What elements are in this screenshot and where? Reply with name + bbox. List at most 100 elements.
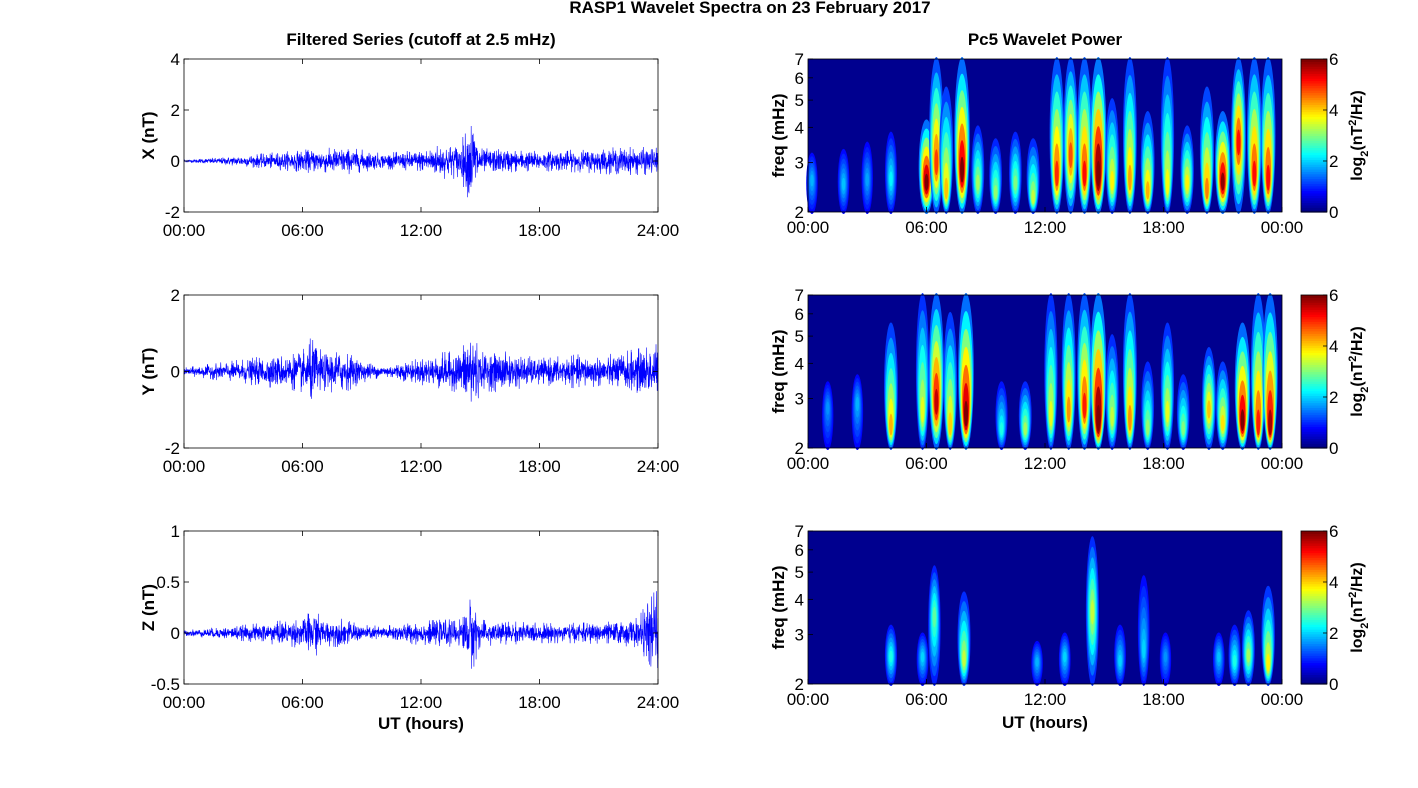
colorbar-step [1301, 333, 1327, 337]
figure-title: RASP1 Wavelet Spectra on 23 February 201… [569, 0, 930, 17]
x-wavelet-burst-level [1068, 142, 1073, 169]
x-wavelet-burst-level [1013, 175, 1018, 191]
colorbar-step [1301, 118, 1327, 122]
y-wavelet-burst-level [1128, 405, 1132, 431]
z-wavelet-ylabel: freq (mHz) [769, 565, 788, 649]
y-wavelet-xtick-label: 12:00 [1024, 454, 1067, 473]
y-wavelet-burst [1090, 293, 1107, 450]
colorbar-step [1301, 149, 1327, 153]
z-wavelet-burst [1085, 536, 1099, 686]
y-wavelet-burst-level [1023, 422, 1028, 436]
x-wavelet-burst [971, 125, 985, 214]
x-wavelet-ytick-label: 7 [795, 50, 804, 69]
colorbar-step [1301, 419, 1327, 423]
x-wavelet-burst-level [1054, 160, 1059, 187]
y-series-xtick-label: 24:00 [637, 457, 680, 476]
z-wavelet-burst [928, 565, 941, 686]
z-series-frame [183, 530, 659, 685]
colorbar-step [1301, 61, 1327, 65]
x-wavelet-burst [1090, 57, 1107, 214]
colorbar-step [1301, 159, 1327, 163]
colorbar-step [1301, 436, 1327, 440]
colorbar-step [1301, 178, 1327, 182]
x-wavelet-burst [1026, 138, 1040, 214]
colorbar-step [1301, 378, 1327, 382]
colorbar-step [1301, 602, 1327, 606]
x-wavelet-burst [1247, 57, 1262, 214]
colorbar-step [1301, 540, 1327, 544]
colorbar-step [1301, 354, 1327, 358]
colorbar-label-part: 2 [1347, 592, 1359, 598]
colorbar-step [1301, 664, 1327, 668]
x-wavelet-burst-level [976, 174, 980, 191]
z-wavelet-burst [916, 632, 929, 686]
colorbar-step [1301, 113, 1327, 117]
colorbar-step [1301, 340, 1327, 344]
z-wavelet-burst [1212, 632, 1225, 686]
x-wavelet-burst [837, 148, 850, 214]
colorbar-step [1301, 295, 1327, 298]
x-wavelet-burst [989, 138, 1002, 214]
x-wavelet-burst [1260, 57, 1276, 214]
x-series-frame [183, 58, 659, 213]
z-wavelet-burst [1031, 640, 1043, 686]
x-wavelet-burst [1160, 57, 1175, 214]
colorbar-step [1301, 147, 1327, 151]
z-wavelet-burst-level [1090, 599, 1095, 625]
colorbar-tick-label: 2 [1329, 388, 1338, 407]
x-wavelet-burst-level [1165, 169, 1170, 195]
colorbar-step [1301, 538, 1327, 542]
z-wavelet-burst-level [1163, 651, 1168, 663]
colorbar-step [1301, 624, 1327, 628]
y-wavelet-ylabel: freq (mHz) [769, 329, 788, 413]
x-wavelet-burst-level [1128, 164, 1132, 191]
x-wavelet-burst-level [993, 185, 998, 200]
y-series-trace [183, 338, 659, 402]
colorbar-step [1301, 409, 1327, 413]
y-wavelet-burst-level [948, 412, 953, 436]
colorbar-step [1301, 133, 1327, 137]
x-wavelet-ytick-label: 3 [795, 153, 804, 172]
colorbar-tick-label: 4 [1329, 337, 1338, 356]
colorbar-step [1301, 393, 1327, 397]
z-series-xtick-label: 00:00 [163, 693, 206, 712]
colorbar-step [1301, 171, 1327, 175]
colorbar-step [1301, 535, 1327, 539]
colorbar-label-part: /Hz) [1349, 326, 1366, 355]
colorbar-step [1301, 645, 1327, 649]
colorbar-step [1301, 328, 1327, 332]
z-wavelet-burst [1159, 632, 1172, 686]
y-wavelet-burst-level [1165, 400, 1170, 423]
x-series-panel: 4 2 0 -200:00 06:00 12:00 18:00 24:00 X (nT) [139, 50, 679, 240]
colorbar-step [1301, 87, 1327, 91]
colorbar-step [1301, 400, 1327, 404]
colorbar-step [1301, 648, 1327, 652]
colorbar-step [1301, 123, 1327, 127]
colorbar-step [1301, 369, 1327, 373]
z-wavelet-burst-level [1217, 651, 1221, 663]
colorbar-step [1301, 564, 1327, 568]
x-wavelet-burst-level [1096, 160, 1101, 187]
x-series-xtick-label: 12:00 [400, 221, 443, 240]
x-wavelet-ylabel: freq (mHz) [769, 93, 788, 177]
x-wavelet-burst [1215, 110, 1231, 214]
x-wavelet-burst-level [841, 177, 846, 191]
colorbar-step [1301, 154, 1327, 158]
colorbar-step [1301, 402, 1327, 406]
x-wavelet-burst [929, 57, 944, 214]
colorbar-step [1301, 335, 1327, 339]
y-wavelet-burst [822, 381, 834, 450]
x-wavelet-burst-level [1031, 189, 1035, 205]
y-wavelet-xtick-label: 06:00 [905, 454, 948, 473]
y-wavelet-burst-level [1145, 419, 1150, 436]
colorbar-tick-label: 2 [1329, 152, 1338, 171]
z-wavelet-burst-level [1266, 653, 1270, 672]
x-series-trace [183, 126, 659, 198]
colorbar-step [1301, 104, 1327, 108]
colorbar-step [1301, 554, 1327, 558]
x-wavelet-burst [885, 131, 897, 214]
colorbar-step [1301, 390, 1327, 394]
y-wavelet-burst [1202, 346, 1216, 450]
